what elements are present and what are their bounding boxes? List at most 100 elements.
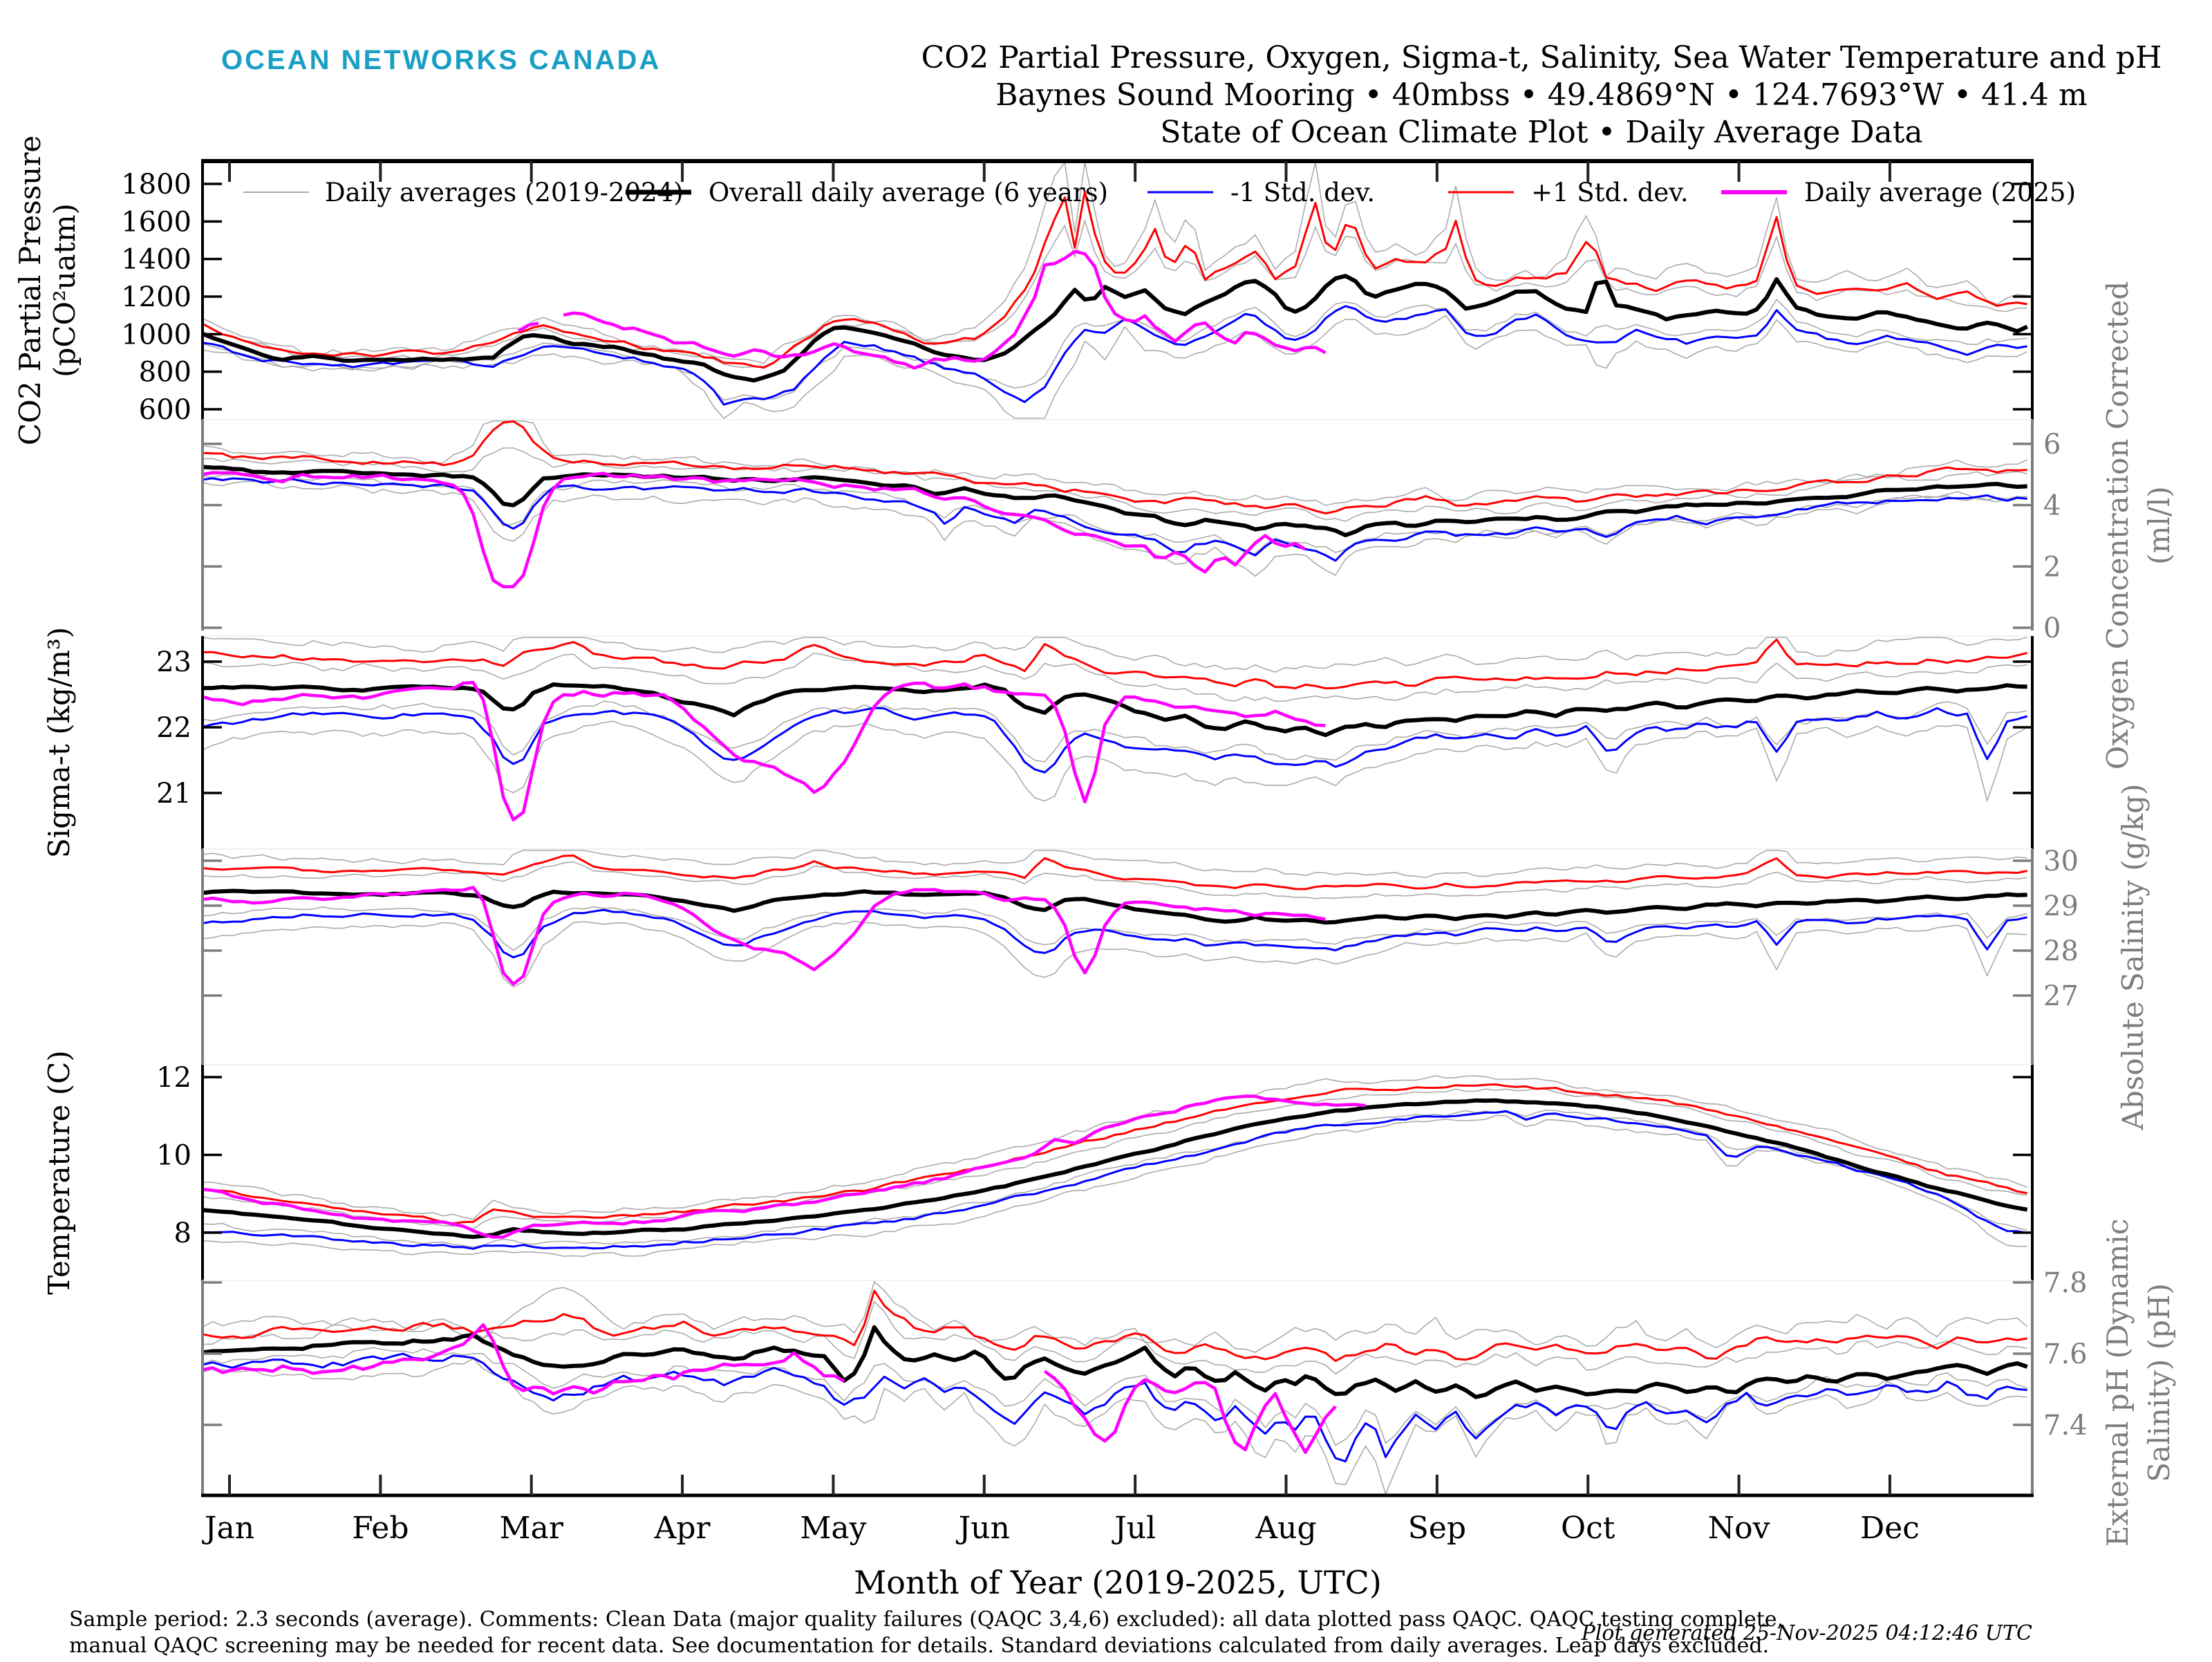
footer-comment-line2: manual QAQC screening may be needed for …: [69, 1634, 1769, 1658]
oxygen-overall-mean-line: [202, 465, 2027, 538]
legend-label: Daily averages (2019-2024): [325, 178, 684, 207]
legend-label: Daily average (2025): [1804, 178, 2076, 207]
month-label-sep: Sep: [1408, 1511, 1466, 1546]
temperature-overall-mean-line: [202, 1098, 2028, 1240]
salinity-plus-1-std-line: [202, 855, 2027, 890]
co2-axis-label-line1: CO2 Partial Pressure: [13, 136, 47, 446]
temperature-2025-daily-line: [202, 1094, 1366, 1239]
month-label-jun: Jun: [956, 1511, 1010, 1546]
co2-2025-daily-line: [563, 250, 1327, 370]
co2-tick-label: 1200: [121, 281, 191, 313]
salinity-daily-average-trace: [202, 920, 2027, 988]
oxygen-minus-1-std-line: [202, 477, 2027, 562]
month-label-mar: Mar: [500, 1511, 564, 1546]
co2-2025-daily-line: [517, 321, 539, 333]
legend-item-4: Daily average (2025): [1721, 178, 2076, 207]
ph-axis-label-line2: Salinity) (pH): [2142, 1283, 2176, 1482]
oxygen-daily-average-trace: [202, 480, 2027, 577]
month-label-aug: Aug: [1255, 1511, 1316, 1546]
sigma_t-overall-mean-line: [202, 682, 2027, 738]
legend-label: Overall daily average (6 years): [709, 178, 1108, 207]
legend-item-0: Daily averages (2019-2024): [243, 178, 684, 207]
onc-logo-text: OCEAN NETWORKS CANADA: [221, 45, 661, 75]
month-label-feb: Feb: [352, 1511, 409, 1546]
month-label-nov: Nov: [1708, 1511, 1770, 1546]
figure-title-line3: State of Ocean Climate Plot • Daily Aver…: [1160, 115, 1922, 150]
temperature-daily-average-trace: [202, 1075, 2027, 1220]
panel-co2: 600 800 1000 1200 1400 1600 1800: [121, 160, 2034, 426]
sigma_t-plus-1-std-line: [202, 638, 2028, 690]
panel-salinity: 27 28 29 30: [201, 846, 2079, 1065]
salinity-tick-label: 29: [2043, 890, 2079, 922]
temperature-tick-label: 12: [156, 1062, 191, 1094]
co2-tick-label: 800: [139, 357, 191, 389]
salinity-daily-average-trace: [202, 850, 2027, 879]
sigma_t-daily-average-trace: [202, 720, 2028, 803]
co2-tick-label: 1000: [121, 319, 191, 351]
oxygen-daily-average-trace: [202, 420, 2028, 506]
sigma_t-tick-label: 21: [156, 778, 191, 810]
co2-daily-average-trace: [202, 298, 2027, 401]
salinity-overall-mean-line: [202, 888, 2027, 925]
oxygen-plus-1-std-line: [202, 420, 2027, 515]
temperature-daily-average-trace: [202, 1109, 2027, 1248]
ph-axis-label-line1: External pH (Dynamic: [2101, 1219, 2135, 1547]
ph-daily-average-trace: [202, 1358, 2027, 1496]
temperature-minus-1-std-line: [202, 1110, 2027, 1250]
legend-label: -1 Std. dev.: [1230, 178, 1375, 207]
sigma_t-daily-average-trace: [202, 637, 2027, 673]
ph-daily-average-trace: [202, 1300, 2027, 1375]
sigma_t-2025-daily-line: [202, 680, 1326, 822]
legend-item-1: Overall daily average (6 years): [626, 178, 1108, 207]
legend-item-3: +1 Std. dev.: [1448, 178, 1689, 207]
salinity-minus-1-std-line: [202, 908, 2028, 959]
x-axis-label: Month of Year (2019-2025, UTC): [854, 1564, 1382, 1601]
oxygen-tick-label: 0: [2043, 613, 2061, 644]
sigma_t-tick-label: 23: [156, 646, 191, 678]
month-label-apr: Apr: [654, 1511, 711, 1546]
ph-2025-daily-line: [1043, 1370, 1337, 1455]
oxygen-tick-label: 6: [2043, 429, 2061, 460]
ph-plus-1-std-line: [202, 1289, 2027, 1362]
panel-oxygen: 0 2 4 6: [201, 419, 2061, 644]
ph-tick-label: 7.4: [2043, 1410, 2088, 1441]
co2-daily-average-trace: [202, 218, 2027, 368]
sigma_t-daily-average-trace: [202, 652, 2027, 702]
salinity-2025-daily-line: [202, 886, 1326, 986]
month-label-oct: Oct: [1561, 1511, 1615, 1546]
salinity-tick-label: 28: [2043, 935, 2079, 967]
legend-item-2: -1 Std. dev.: [1147, 178, 1375, 207]
co2-tick-label: 1800: [121, 169, 191, 200]
salinity-tick-label: 27: [2043, 980, 2079, 1012]
temperature-tick-label: 10: [156, 1140, 191, 1172]
co2-plus-1-std-line: [202, 190, 2027, 369]
oxygen-tick-label: 4: [2043, 490, 2061, 522]
month-label-dec: Dec: [1860, 1511, 1920, 1546]
temperature-daily-average-trace: [202, 1114, 2027, 1258]
figure-title-line1: CO2 Partial Pressure, Oxygen, Sigma-t, S…: [921, 40, 2162, 75]
ph-daily-average-trace: [202, 1280, 2028, 1353]
salinity-daily-average-trace: [202, 861, 2027, 899]
legend-label: +1 Std. dev.: [1531, 178, 1689, 207]
temperature-daily-average-trace: [202, 1087, 2027, 1230]
month-label-may: May: [800, 1511, 866, 1546]
co2-tick-label: 1600: [121, 206, 191, 238]
salinity-tick-label: 30: [2043, 846, 2079, 877]
month-label-jul: Jul: [1112, 1511, 1156, 1546]
co2-minus-1-std-line: [202, 305, 2027, 406]
month-label-jan: Jan: [202, 1511, 254, 1546]
chart-layer: 600 800 1000 1200 1400 1600 1800 0 2 4 6 21 22 23 27 28…: [121, 159, 2088, 1546]
plot-generated-timestamp: Plot generated 25-Nov-2025 04:12:46 UTC: [1581, 1621, 2032, 1645]
oxygen-axis-label-line2: (ml/l): [2142, 486, 2176, 565]
co2-daily-average-trace: [202, 160, 2027, 364]
footer-comment-line1: Sample period: 2.3 seconds (average). Co…: [69, 1607, 1783, 1632]
co2-tick-label: 1400: [121, 244, 191, 276]
temperature-tick-label: 8: [174, 1217, 191, 1249]
ph-daily-average-trace: [202, 1347, 2027, 1446]
ph-tick-label: 7.8: [2043, 1267, 2088, 1299]
temperature-plus-1-std-line: [202, 1083, 2027, 1225]
co2-daily-average-trace: [202, 315, 2028, 420]
oxygen-2025-daily-line: [202, 471, 1306, 588]
